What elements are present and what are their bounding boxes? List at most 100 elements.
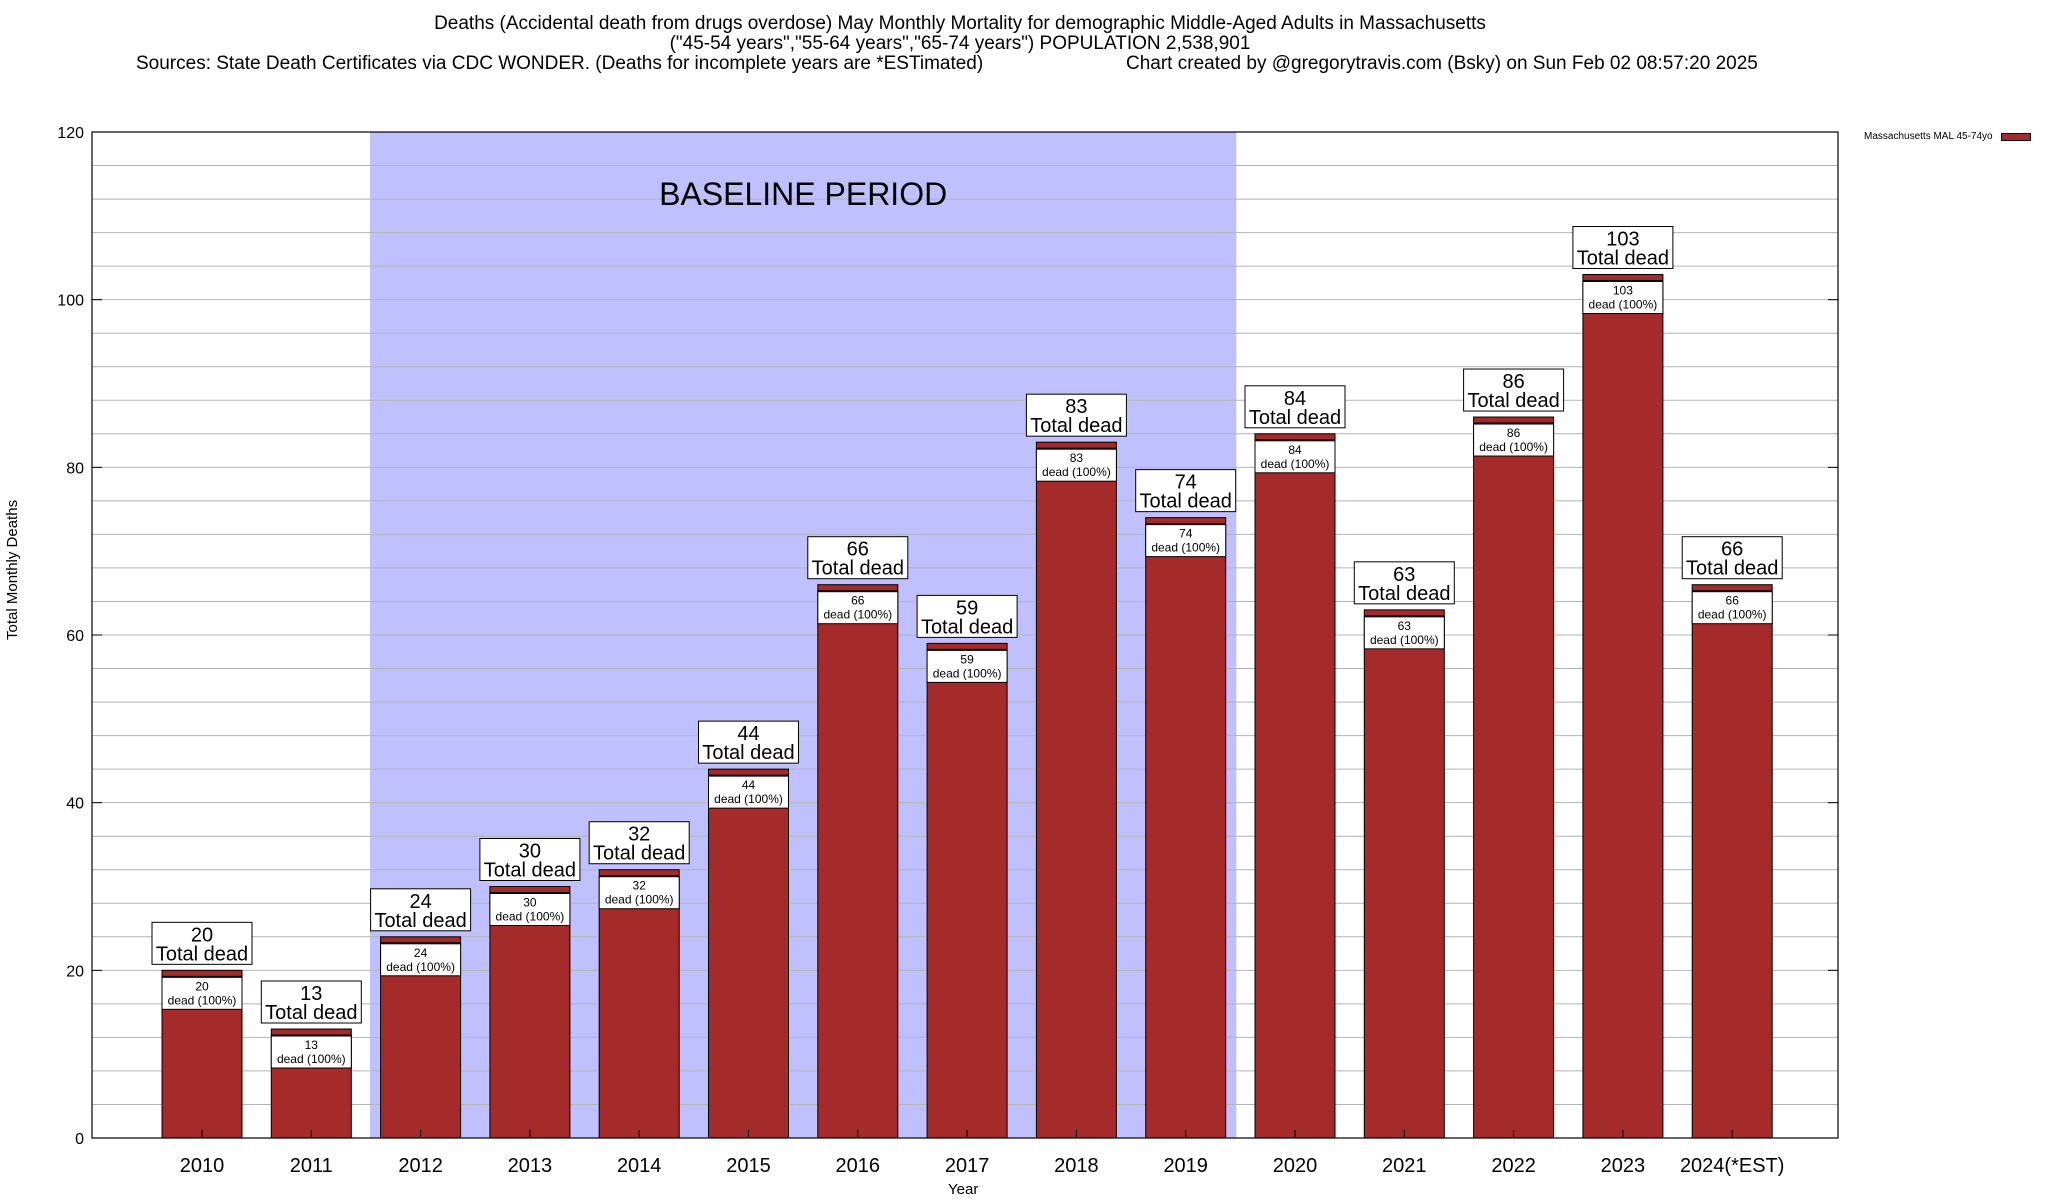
chart-subtitle: ("45-54 years","55-64 years","65-74 year… xyxy=(669,33,1251,54)
y-axis-label: Total Monthly Deaths xyxy=(4,499,21,640)
y-tick-label: 100 xyxy=(57,293,84,310)
bar-total-value: 103 xyxy=(1606,229,1639,251)
bar-total-value: 86 xyxy=(1502,371,1524,393)
bar-inner-label: dead (100%) xyxy=(496,910,565,924)
y-tick-label: 120 xyxy=(57,125,84,142)
bar xyxy=(489,886,571,1139)
bar-inner-value: 20 xyxy=(195,979,209,993)
bar-total-value: 24 xyxy=(409,891,431,913)
bar-inner-label-box xyxy=(380,943,462,977)
bar-total-label: Total dead xyxy=(265,1002,357,1024)
bar-total-value: 83 xyxy=(1065,396,1087,418)
bar-total-label: Total dead xyxy=(921,616,1013,638)
bar-total-value: 20 xyxy=(191,924,213,946)
x-tick-label: 2022 xyxy=(1491,1155,1536,1177)
bar-total-label-box xyxy=(479,838,581,881)
bar-inner-label-box xyxy=(1254,440,1336,474)
x-tick-label: 2014 xyxy=(617,1155,662,1177)
bar-total-label: Total dead xyxy=(1467,390,1559,412)
bar-total-label: Total dead xyxy=(1686,558,1778,580)
bar xyxy=(1691,584,1773,1139)
x-tick-label: 2012 xyxy=(398,1155,443,1177)
bar-inner-label: dead (100%) xyxy=(714,792,783,806)
bar-inner-label: dead (100%) xyxy=(1370,633,1439,647)
bar-total-value: 66 xyxy=(1721,539,1743,561)
bar-total-label-box xyxy=(807,536,909,580)
x-tick-label: 2013 xyxy=(508,1155,553,1177)
bar-inner-value: 30 xyxy=(523,896,537,910)
bar xyxy=(926,642,1008,1139)
bar xyxy=(1582,274,1664,1139)
bar xyxy=(708,768,789,1139)
bar-total-label-box xyxy=(1353,561,1455,605)
bar-inner-label-box xyxy=(489,893,571,926)
bar-total-label: Total dead xyxy=(702,742,794,764)
bar-total-label-box xyxy=(588,821,690,865)
x-tick-label: 2018 xyxy=(1054,1155,1099,1177)
x-axis-label: Year xyxy=(948,1181,979,1198)
bar-inner-label: dead (100%) xyxy=(933,666,1002,680)
bar-total-value: 44 xyxy=(737,723,759,745)
bar-inner-label: dead (100%) xyxy=(1042,465,1111,479)
x-tick-label: 2015 xyxy=(726,1155,771,1177)
bar-total-label-box xyxy=(916,594,1018,638)
bar-inner-label: dead (100%) xyxy=(1589,298,1658,312)
bar-total-value: 84 xyxy=(1284,388,1306,410)
y-tick-label: 20 xyxy=(66,963,84,980)
baseline-period-label: BASELINE PERIOD xyxy=(659,176,947,212)
bar-inner-label: dead (100%) xyxy=(823,608,892,622)
bar-total-label-box xyxy=(260,980,362,1024)
x-tick-label: 2019 xyxy=(1163,1155,1208,1177)
bar-total-label-box xyxy=(1244,385,1346,429)
y-tick-label: 0 xyxy=(75,1131,84,1148)
bar-inner-value: 44 xyxy=(742,778,756,792)
bar-total-label-box xyxy=(698,720,799,764)
plot-frame xyxy=(91,131,1839,1139)
bar-total-label: Total dead xyxy=(374,910,466,932)
bar-total-label-box xyxy=(370,888,472,932)
bar-total-label: Total dead xyxy=(1358,583,1450,605)
bar-inner-value: 63 xyxy=(1398,619,1412,633)
bar-inner-value: 83 xyxy=(1070,451,1084,465)
bar-inner-value: 86 xyxy=(1507,426,1521,440)
bar-total-value: 13 xyxy=(300,983,322,1005)
bar-total-label-box xyxy=(1025,393,1127,437)
bar-total-label-box xyxy=(1463,368,1565,412)
bar-inner-value: 66 xyxy=(1726,594,1740,608)
bar xyxy=(817,584,899,1139)
bar-inner-label-box xyxy=(1145,524,1227,558)
bar-total-value: 32 xyxy=(628,824,650,846)
bar xyxy=(598,869,680,1139)
bar-inner-label-box xyxy=(598,876,680,910)
bar-inner-value: 84 xyxy=(1288,443,1302,457)
bar-inner-label: dead (100%) xyxy=(1479,440,1548,454)
bar-total-label: Total dead xyxy=(1577,248,1669,270)
legend-swatch xyxy=(2000,132,2031,141)
bar-total-label: Total dead xyxy=(156,943,248,965)
bar xyxy=(1035,441,1117,1139)
bar-total-label-box xyxy=(1681,536,1783,580)
bar-inner-label-box xyxy=(1363,616,1445,650)
bar-inner-label: dead (100%) xyxy=(386,960,455,974)
bar-total-value: 74 xyxy=(1175,472,1197,494)
y-tick-label: 80 xyxy=(66,460,84,477)
bar-inner-label-box xyxy=(1691,591,1773,625)
x-tick-label: 2024(*EST) xyxy=(1680,1155,1785,1177)
bar-inner-label-box xyxy=(1582,281,1664,315)
chart-title: Deaths (Accidental death from drugs over… xyxy=(434,13,1486,34)
legend-label: Massachusetts MAL 45-74yo xyxy=(1864,131,1993,142)
bar-inner-value: 59 xyxy=(960,652,974,666)
bar-total-label: Total dead xyxy=(812,558,904,580)
bar-inner-label-box xyxy=(161,976,243,1010)
bar-inner-value: 32 xyxy=(633,879,647,893)
bar-total-label: Total dead xyxy=(484,860,576,882)
bar-inner-value: 74 xyxy=(1179,527,1193,541)
bar-inner-label: dead (100%) xyxy=(1151,541,1220,555)
bar-total-value: 63 xyxy=(1393,564,1415,586)
bar-inner-label: dead (100%) xyxy=(168,993,237,1007)
bar-inner-value: 24 xyxy=(414,946,428,960)
bar-inner-label: dead (100%) xyxy=(1261,457,1330,471)
bar-total-label: Total dead xyxy=(593,843,685,865)
bar-inner-value: 66 xyxy=(851,594,865,608)
